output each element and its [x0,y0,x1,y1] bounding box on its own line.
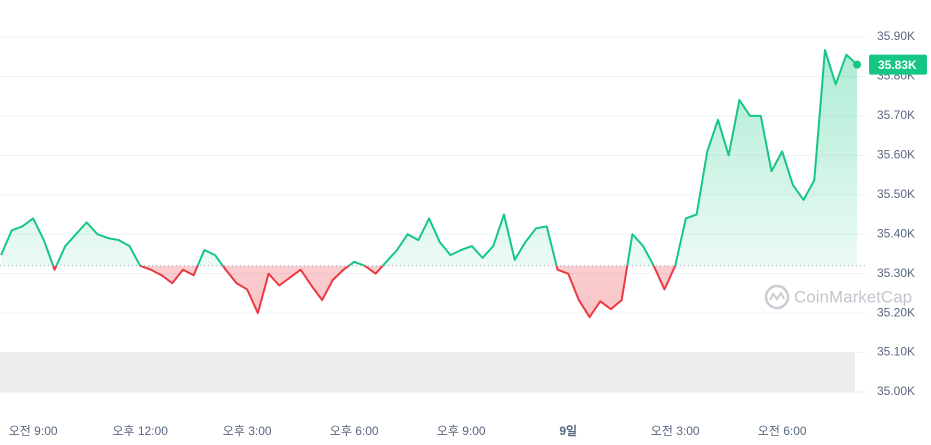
y-tick-label: 35.50K [877,187,915,201]
last-point [853,60,862,69]
y-tick-label: 35.00K [877,384,915,398]
line-down [52,265,677,319]
volume-band [0,352,855,392]
price-tag [869,54,927,75]
x-tick-label: 오후 6:00 [330,424,379,438]
x-tick-label: 오전 6:00 [758,424,807,438]
x-tick-label: 오후 3:00 [223,424,272,438]
x-tick-label: 오전 3:00 [651,424,700,438]
watermark: CoinMarketCap [794,287,912,306]
y-tick-label: 35.10K [877,345,915,359]
line-up [0,49,858,266]
y-tick-label: 35.70K [877,108,915,122]
y-tick-label: 35.60K [877,148,915,162]
y-tick-label: 35.30K [877,266,915,280]
x-tick-label: 오후 12:00 [112,424,168,438]
price-tag-label: 35.83K [878,58,917,72]
y-tick-label: 35.90K [877,29,915,43]
y-tick-label: 35.20K [877,305,915,319]
x-tick-label: 9일 [559,424,577,438]
x-tick-label: 오전 9:00 [9,424,58,438]
y-tick-label: 35.40K [877,226,915,240]
area-up [1,50,858,266]
x-tick-label: 오후 9:00 [437,424,486,438]
watermark-logo [764,284,790,310]
